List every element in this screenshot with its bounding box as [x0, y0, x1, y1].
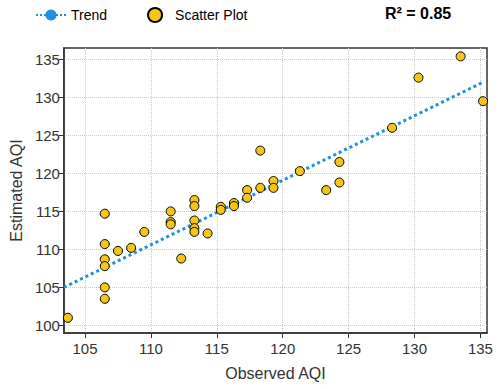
svg-text:Trend: Trend — [71, 7, 107, 23]
svg-text:110: 110 — [36, 241, 60, 258]
svg-text:125: 125 — [35, 127, 60, 144]
svg-text:105: 105 — [72, 340, 97, 357]
svg-text:115: 115 — [36, 203, 60, 220]
svg-text:Observed AQI: Observed AQI — [225, 365, 326, 382]
svg-text:110: 110 — [139, 340, 163, 357]
svg-text:R² = 0.85: R² = 0.85 — [385, 5, 451, 22]
svg-text:Estimated AQI: Estimated AQI — [8, 139, 25, 241]
svg-text:120: 120 — [35, 165, 60, 182]
svg-text:125: 125 — [336, 340, 361, 357]
svg-text:130: 130 — [35, 89, 60, 106]
svg-text:105: 105 — [35, 279, 60, 296]
svg-text:120: 120 — [270, 340, 295, 357]
svg-text:135: 135 — [35, 51, 60, 68]
svg-text:135: 135 — [468, 340, 493, 357]
svg-text:130: 130 — [402, 340, 427, 357]
svg-text:Scatter Plot: Scatter Plot — [175, 7, 247, 23]
svg-text:115: 115 — [205, 340, 229, 357]
svg-text:100: 100 — [35, 317, 60, 334]
